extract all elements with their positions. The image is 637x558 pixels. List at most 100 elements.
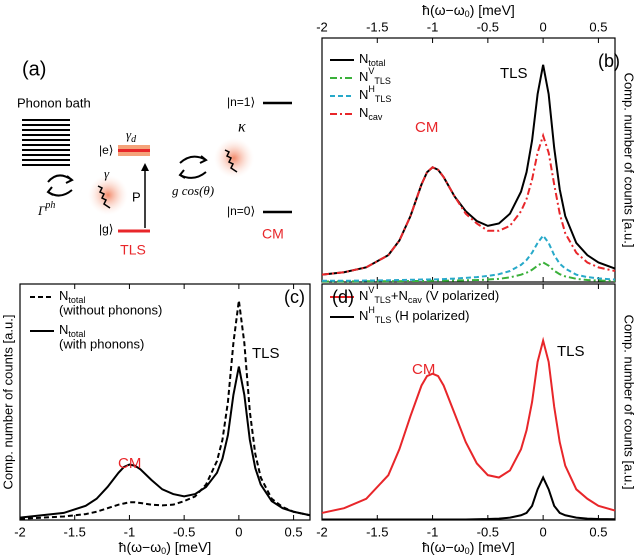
label-part: ) [meV] xyxy=(166,539,211,555)
panel-label: (d) xyxy=(332,287,354,307)
emission-glow xyxy=(214,138,254,178)
label-part: Γ xyxy=(37,203,46,218)
legend-label: Ntotal xyxy=(59,288,85,305)
legend-label: NVTLS+Ncav (V polarized) xyxy=(359,285,499,305)
label-part: N xyxy=(359,69,368,84)
tls-label: TLS xyxy=(120,242,146,258)
y-axis-label: Comp. number of counts [a.u.] xyxy=(0,315,15,490)
label-part: V xyxy=(368,66,374,76)
x-tick-label: -1.5 xyxy=(366,19,388,34)
label-part: N xyxy=(359,51,368,66)
x-tick-label: -1.5 xyxy=(366,524,388,539)
label-part: ph xyxy=(44,200,55,211)
photon xyxy=(97,185,111,209)
label-part: d xyxy=(131,134,137,145)
pump-arrowhead xyxy=(141,163,149,171)
level-label: |g⟩ xyxy=(99,222,113,236)
coupling-label: g cos(θ) xyxy=(172,183,214,198)
panel-label: (a) xyxy=(22,58,46,80)
label-part: γ xyxy=(126,127,132,142)
excited-level xyxy=(118,149,150,152)
label-part: ħ(ω−ω xyxy=(422,2,465,18)
phonon-rate: Γph xyxy=(37,200,55,218)
phonon-bath-label: Phonon bath xyxy=(17,95,91,110)
label-part: (V polarized) xyxy=(422,288,499,303)
label-part: ) [meV] xyxy=(470,2,515,18)
cavity-decay: κ xyxy=(238,119,246,136)
label-part: cav xyxy=(408,295,423,305)
exchange-arrows xyxy=(46,155,208,197)
legend-label: NHTLS xyxy=(359,84,391,104)
plot-frame xyxy=(19,283,311,521)
photon xyxy=(224,149,238,173)
annotation: CM xyxy=(415,119,438,136)
label-part: total xyxy=(68,295,85,305)
pump-label: P xyxy=(132,189,141,204)
broadened-level xyxy=(118,145,150,149)
label-part: total xyxy=(368,58,385,68)
x-axis-label: ħ(ω−ω0) [meV] xyxy=(119,539,212,557)
x-tick-label: -1.5 xyxy=(64,524,86,539)
label-part: N xyxy=(59,288,68,303)
series-line xyxy=(322,261,616,283)
panel-label: (b) xyxy=(598,51,620,71)
y-axis-label: Comp. number of counts [a.u.] xyxy=(622,73,637,248)
legend-label: Ntotal xyxy=(359,51,385,68)
annotation: CM xyxy=(412,361,435,378)
label-part: H xyxy=(368,305,375,315)
plot-frame xyxy=(321,37,616,283)
label-part: 0 xyxy=(465,9,470,19)
cm-label: CM xyxy=(262,226,284,242)
label-part: 0 xyxy=(161,546,166,556)
x-tick-label: 0 xyxy=(540,19,547,34)
series-line xyxy=(322,233,616,282)
x-tick-label: 0 xyxy=(540,524,547,539)
legend-note: (without phonons) xyxy=(59,302,162,317)
decay-rate: γ xyxy=(104,166,110,181)
label-part: ) [meV] xyxy=(470,539,515,555)
emission-glow xyxy=(88,175,128,215)
x-tick-label: 0.5 xyxy=(589,524,607,539)
level-label: |n=0⟩ xyxy=(227,204,255,218)
x-tick-label: -0.5 xyxy=(477,19,499,34)
x-tick-label: -1 xyxy=(427,19,439,34)
phonon-levels xyxy=(22,119,70,166)
series-line xyxy=(19,366,311,519)
x-tick-label: -2 xyxy=(316,524,328,539)
legend-label: NVTLS xyxy=(359,66,391,86)
x-axis-label: ħ(ω−ω0) [meV] xyxy=(422,539,515,557)
x-tick-label: -1 xyxy=(124,524,136,539)
level-label: |e⟩ xyxy=(99,143,113,157)
x-axis-label: ħ(ω−ω0) [meV] xyxy=(422,2,515,20)
label-part: TLS xyxy=(375,94,392,104)
x-tick-label: -2 xyxy=(316,19,328,34)
legend-label: Ntotal xyxy=(59,322,85,339)
annotation: CM xyxy=(118,455,141,472)
broadened-level xyxy=(118,152,150,156)
legend-label: Ncav xyxy=(359,105,383,122)
legend-note: (with phonons) xyxy=(59,336,144,351)
label-part: ħ(ω−ω xyxy=(422,539,465,555)
label-part: N xyxy=(359,105,368,120)
label-part: TLS xyxy=(374,76,391,86)
label-part: N xyxy=(359,87,368,102)
dephasing-rate: γd xyxy=(126,127,137,145)
annotation: TLS xyxy=(557,343,585,360)
label-part: 0 xyxy=(465,546,470,556)
label-part: V xyxy=(368,285,374,295)
x-tick-label: 0 xyxy=(235,524,242,539)
x-tick-label: 0.5 xyxy=(285,524,303,539)
label-part: N xyxy=(359,308,368,323)
label-part: cav xyxy=(368,112,383,122)
legend-label: NHTLS (H polarized) xyxy=(359,305,469,325)
label-part: N xyxy=(59,322,68,337)
label-part: +N xyxy=(391,288,408,303)
series-line xyxy=(321,336,616,514)
level-label: |n=1⟩ xyxy=(227,95,255,109)
label-part: (H polarized) xyxy=(391,308,469,323)
series-line xyxy=(322,475,616,521)
x-tick-label: -0.5 xyxy=(477,524,499,539)
panel-label: (c) xyxy=(284,287,305,307)
label-part: H xyxy=(368,84,375,94)
label-part: N xyxy=(359,288,368,303)
